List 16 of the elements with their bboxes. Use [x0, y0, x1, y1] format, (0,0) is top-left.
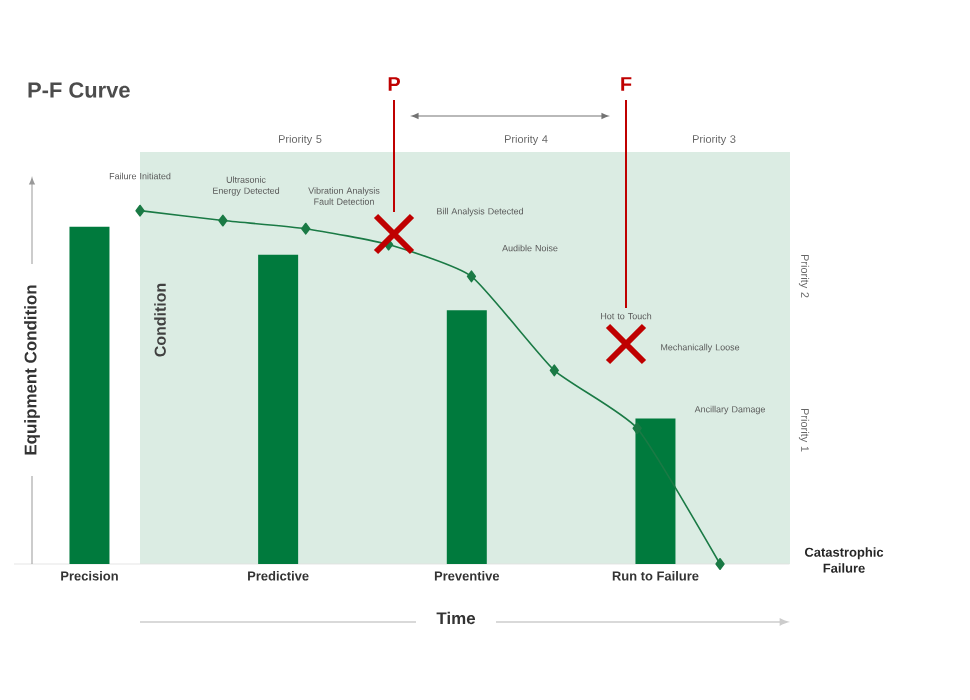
bar — [635, 418, 676, 564]
point — [301, 222, 311, 235]
y-axis-title: Equipment Condition — [24, 285, 40, 455]
bar — [446, 310, 487, 564]
point — [549, 364, 559, 377]
bar — [258, 254, 299, 564]
chart-title: P-F Curve — [28, 82, 130, 98]
point — [135, 204, 145, 217]
text: P — [388, 77, 400, 91]
point — [632, 422, 642, 435]
point — [715, 558, 725, 570]
text: F — [621, 77, 632, 91]
bar — [69, 226, 110, 564]
point — [218, 214, 228, 227]
x-axis-title: Time — [436, 611, 476, 625]
point — [466, 270, 477, 283]
